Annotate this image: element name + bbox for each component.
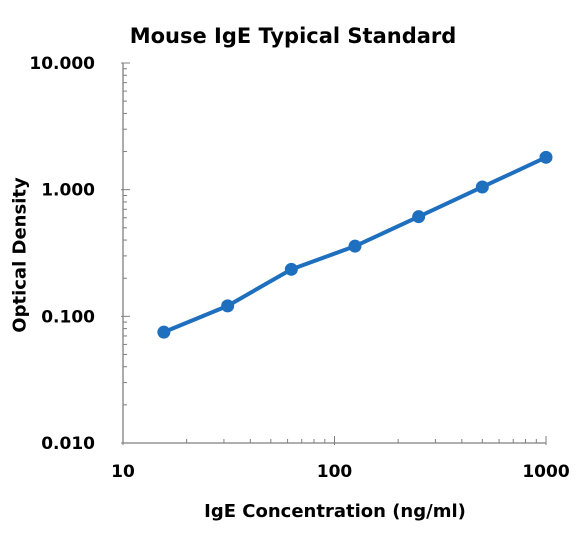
x-axis-label: IgE Concentration (ng/ml) <box>204 501 466 522</box>
x-tick-label: 1000 <box>522 462 569 482</box>
y-tick-label: 0.100 <box>41 307 95 327</box>
data-point <box>284 262 298 276</box>
y-tick-label: 10.000 <box>29 54 95 74</box>
data-point <box>475 180 489 194</box>
data-point <box>221 299 235 313</box>
data-point <box>539 150 553 164</box>
chart-title: Mouse IgE Typical Standard <box>129 24 457 48</box>
x-tick-label: 10 <box>111 462 135 482</box>
x-tick-label: 100 <box>317 462 353 482</box>
y-tick-label: 0.010 <box>41 434 95 454</box>
y-tick-label: 1.000 <box>41 181 95 201</box>
data-point <box>157 325 171 339</box>
data-point <box>348 239 362 253</box>
data-point <box>412 210 426 224</box>
